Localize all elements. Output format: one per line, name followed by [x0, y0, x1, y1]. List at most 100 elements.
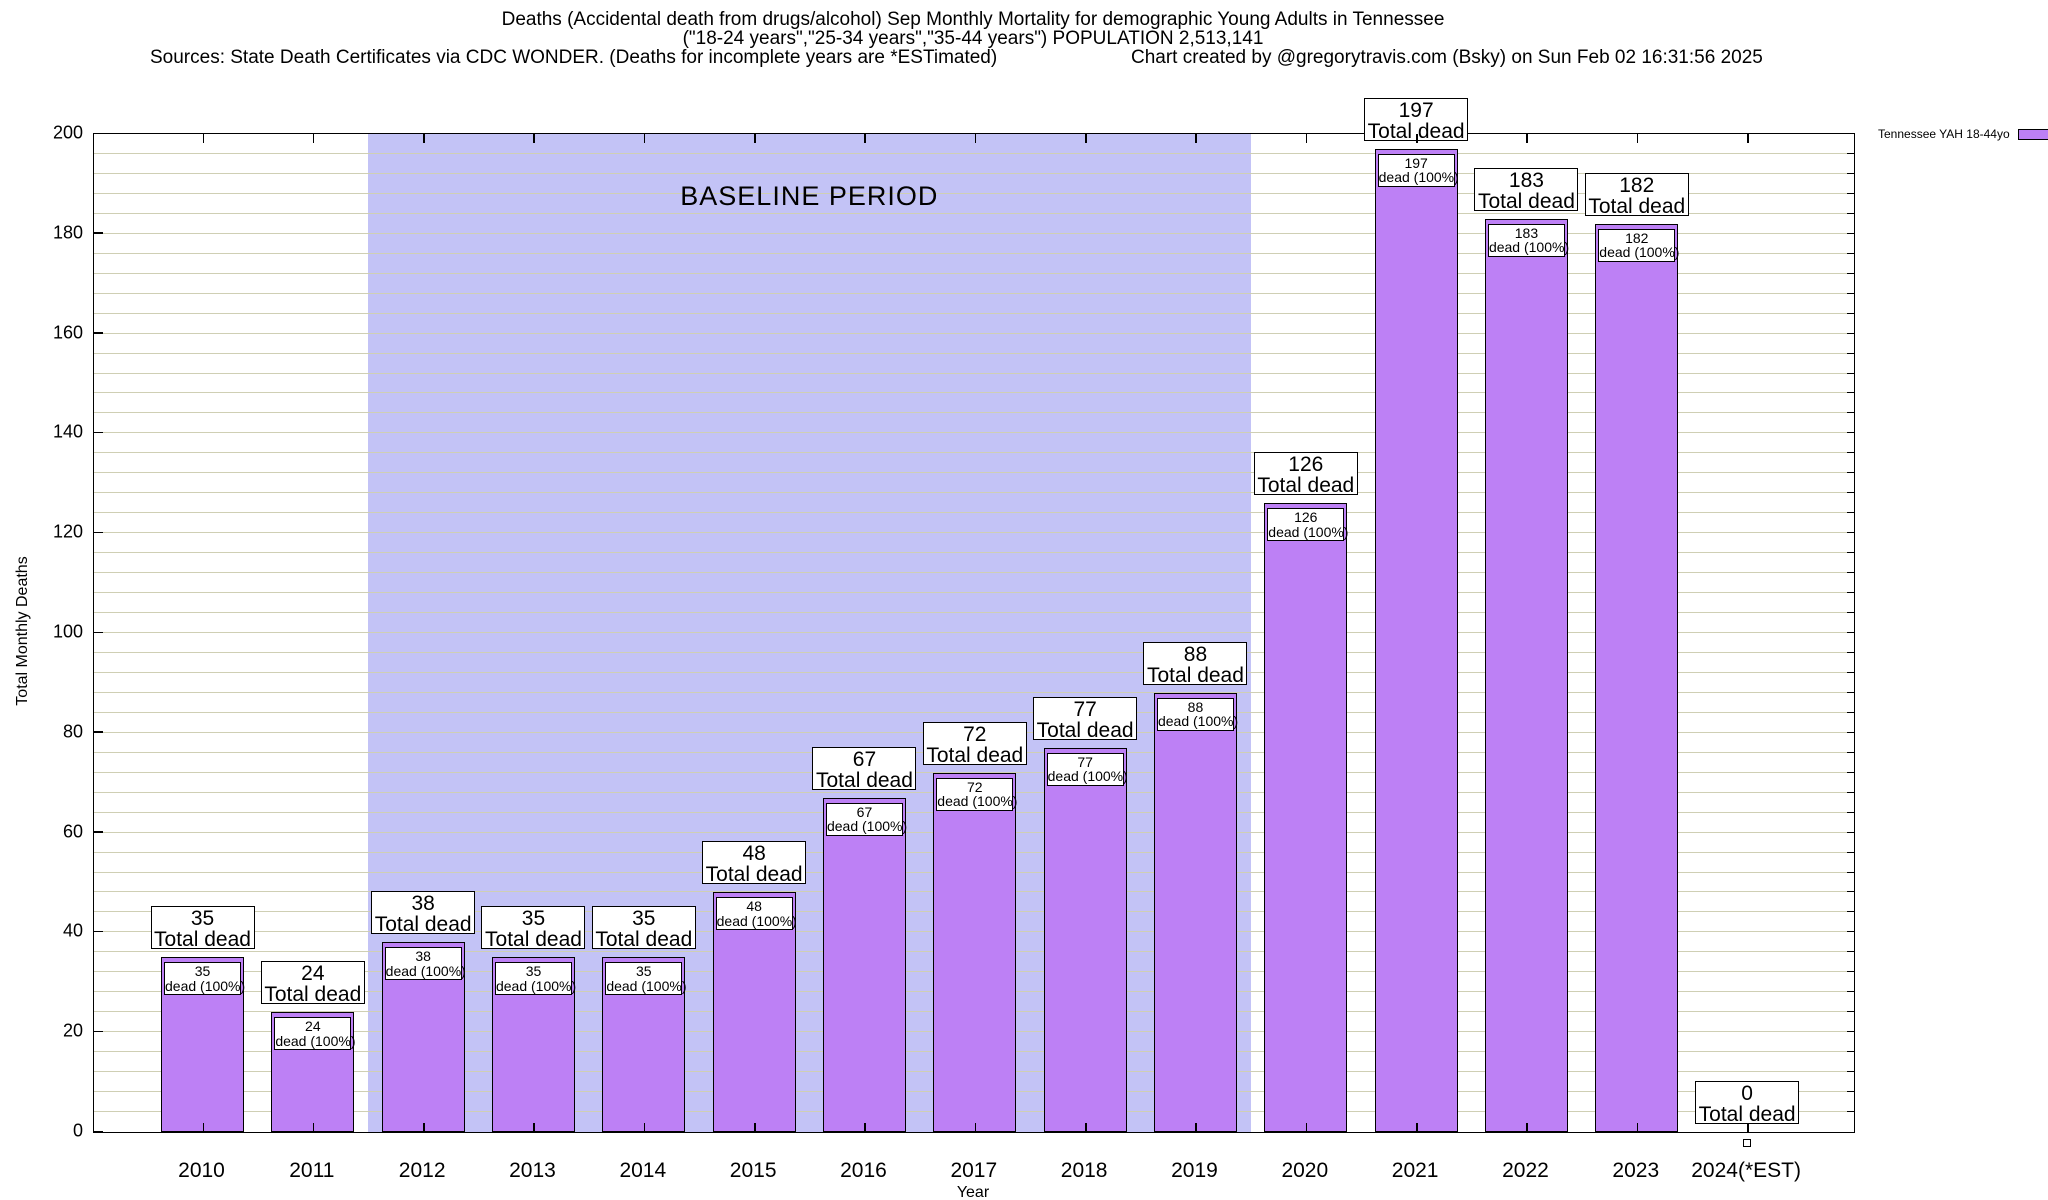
bar-inner-value: 35 [525, 963, 542, 980]
bar-outer-label: 126 Total dead [1253, 452, 1358, 496]
bar-inner-suffix: dead (100%) [385, 962, 466, 979]
sources-note: Sources: State Death Certificates via CD… [150, 47, 998, 68]
bar-inner-value: 67 [856, 803, 873, 820]
gridline [94, 372, 1854, 374]
gridline [94, 292, 1854, 294]
bar-outer-label: 197 Total dead [1364, 97, 1469, 143]
y-tick-right [1847, 432, 1854, 434]
bar-inner-suffix: dead (100%) [606, 977, 687, 994]
y-tick-right [1847, 1011, 1854, 1013]
gridline [94, 592, 1854, 594]
gridline [94, 711, 1854, 713]
x-tick-top [974, 134, 977, 143]
y-tick-right [1847, 1071, 1854, 1073]
x-tick-top [1747, 134, 1749, 143]
bar-outer-value: 24 [301, 962, 325, 986]
x-tick [754, 1123, 756, 1132]
bar-outer-value: 48 [742, 842, 766, 866]
gridline [94, 552, 1854, 554]
legend-swatch-icon [2017, 128, 2048, 140]
y-tick-right [1847, 751, 1854, 753]
x-tick-label: 2019 [1171, 1159, 1218, 1182]
bar-outer-value: 35 [190, 907, 215, 931]
gridline [94, 492, 1854, 494]
y-tick-right [1847, 492, 1854, 494]
gridline [94, 472, 1854, 474]
y-tick-right [1847, 971, 1854, 973]
y-tick-right [1847, 731, 1854, 733]
bar-inner-value: 88 [1187, 698, 1204, 715]
bar-inner-label: 48 dead (100%) [715, 897, 797, 931]
y-tick [94, 132, 103, 134]
y-tick-label: 40 [62, 920, 83, 941]
y-tick-label: 100 [52, 621, 83, 642]
bar [712, 892, 796, 1132]
bar-outer-value: 0 [1741, 1082, 1753, 1105]
y-tick-right [1847, 232, 1854, 234]
gridline [94, 651, 1854, 653]
y-tick-right [1847, 412, 1854, 414]
bar-inner-label: 67 dead (100%) [825, 802, 907, 836]
y-tick-right [1847, 292, 1854, 294]
bar [1153, 692, 1237, 1132]
y-tick-label: 180 [52, 222, 83, 243]
y-tick-right [1847, 1091, 1854, 1093]
bar-inner-label: 35 dead (100%) [164, 962, 245, 996]
x-tick [1747, 1123, 1749, 1132]
x-tick-top [1416, 134, 1418, 143]
x-tick-top [533, 134, 535, 143]
bar-inner-value: 38 [415, 948, 431, 965]
y-tick-right [1847, 592, 1854, 594]
x-tick-top [312, 134, 315, 143]
bar-outer-value: 183 [1508, 168, 1544, 192]
bar-outer-label: 24 Total dead [260, 961, 365, 1005]
bar-outer-value: 35 [632, 907, 656, 931]
y-tick [94, 1130, 103, 1132]
gridline [94, 412, 1854, 414]
y-tick-right [1847, 1051, 1854, 1053]
bar-inner-suffix: dead (100%) [716, 912, 797, 929]
x-tick-label: 2016 [840, 1159, 887, 1182]
gridline [94, 572, 1854, 574]
bar-inner-label: 197 dead (100%) [1377, 153, 1459, 187]
y-tick-right [1847, 791, 1854, 793]
y-tick-right [1847, 352, 1854, 354]
bar [822, 797, 906, 1132]
bar-outer-suffix: Total dead [816, 768, 913, 792]
bar-inner-suffix: dead (100%) [1378, 169, 1459, 186]
x-tick [1195, 1123, 1197, 1132]
bar-outer-value: 67 [852, 747, 877, 771]
x-tick-label: 2017 [950, 1159, 998, 1182]
bar-outer-value: 77 [1073, 697, 1097, 721]
y-tick [94, 731, 103, 733]
x-tick-label: 2022 [1502, 1159, 1549, 1182]
bar-inner-suffix: dead (100%) [1488, 239, 1570, 256]
y-tick-right [1847, 192, 1854, 194]
bar-inner-suffix: dead (100%) [275, 1032, 356, 1049]
bar-inner-value: 77 [1077, 753, 1093, 770]
bar-inner-suffix: dead (100%) [1157, 713, 1239, 730]
y-tick-right [1847, 871, 1854, 873]
x-tick-top [202, 134, 204, 143]
gridline [94, 691, 1854, 693]
bar-outer-suffix: Total dead [1367, 119, 1465, 143]
x-tick-label: 2015 [729, 1159, 777, 1182]
bar-inner-label: 77 dead (100%) [1046, 752, 1128, 786]
y-tick-label: 0 [72, 1120, 83, 1141]
bar-outer-suffix: Total dead [1036, 718, 1134, 742]
bar-outer-suffix: Total dead [1477, 189, 1575, 213]
gridline [94, 671, 1854, 673]
bar-inner-label: 72 dead (100%) [936, 777, 1017, 811]
y-tick-right [1847, 452, 1854, 454]
y-tick-right [1847, 312, 1854, 314]
bar-inner-label: 38 dead (100%) [384, 947, 466, 981]
bar-outer-suffix: Total dead [154, 928, 251, 952]
y-tick-right [1847, 1111, 1854, 1113]
y-tick-right [1847, 532, 1854, 534]
bar-inner-suffix: dead (100%) [1268, 523, 1349, 540]
x-tick-top [1305, 134, 1308, 143]
gridline [94, 632, 1854, 633]
gridline [94, 232, 1854, 234]
bar-outer-suffix: Total dead [705, 863, 803, 887]
